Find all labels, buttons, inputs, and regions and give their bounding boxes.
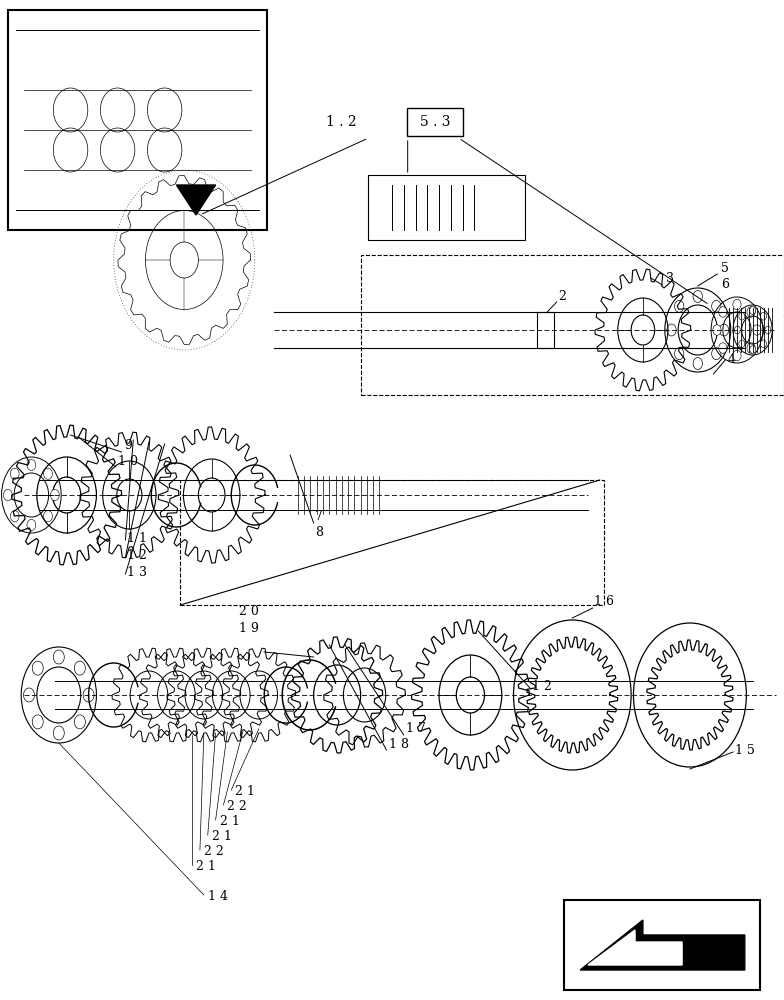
Text: 1 6: 1 6	[594, 595, 615, 608]
Circle shape	[760, 340, 767, 348]
Circle shape	[53, 726, 64, 740]
Circle shape	[747, 343, 755, 353]
Circle shape	[53, 650, 64, 664]
Text: 1 2: 1 2	[127, 549, 147, 562]
Circle shape	[733, 350, 741, 361]
Circle shape	[27, 519, 36, 531]
Circle shape	[712, 348, 721, 360]
Circle shape	[32, 715, 43, 729]
Text: 1 2: 1 2	[532, 680, 551, 693]
Circle shape	[74, 661, 85, 675]
Circle shape	[750, 307, 756, 314]
Text: 5: 5	[721, 262, 729, 275]
Polygon shape	[588, 930, 682, 965]
Circle shape	[719, 307, 727, 317]
Polygon shape	[580, 920, 745, 970]
Text: 2: 2	[558, 290, 566, 303]
Text: 2 1: 2 1	[220, 815, 239, 828]
Circle shape	[24, 688, 34, 702]
Circle shape	[760, 312, 767, 320]
Text: 5 . 3: 5 . 3	[420, 115, 450, 129]
Circle shape	[674, 348, 684, 360]
Text: 3: 3	[666, 272, 674, 285]
Text: 1 9: 1 9	[239, 622, 259, 635]
Circle shape	[74, 715, 85, 729]
Circle shape	[674, 300, 684, 312]
Circle shape	[720, 324, 728, 336]
Text: 6: 6	[721, 278, 729, 291]
Text: 8: 8	[315, 526, 323, 539]
Text: 1 8: 1 8	[389, 738, 409, 751]
Text: 2 1: 2 1	[212, 830, 231, 843]
Text: 7: 7	[315, 510, 323, 523]
Bar	[407, 108, 463, 136]
Circle shape	[3, 489, 13, 501]
Text: 2 2: 2 2	[204, 845, 223, 858]
Circle shape	[739, 312, 745, 320]
Circle shape	[10, 468, 19, 479]
Text: 2 1: 2 1	[196, 860, 216, 873]
Bar	[8, 10, 267, 230]
Text: 1 4: 1 4	[208, 890, 228, 903]
Bar	[368, 175, 525, 240]
Bar	[361, 255, 784, 395]
Circle shape	[693, 291, 702, 302]
Text: 1 5: 1 5	[735, 744, 754, 757]
Circle shape	[713, 325, 721, 335]
Bar	[564, 900, 760, 990]
Circle shape	[32, 661, 43, 675]
Circle shape	[765, 326, 771, 334]
Circle shape	[44, 511, 53, 522]
Circle shape	[667, 324, 676, 336]
Text: 1 0: 1 0	[118, 455, 138, 468]
Text: 4: 4	[728, 353, 735, 366]
Text: 2 2: 2 2	[227, 800, 247, 813]
Circle shape	[733, 299, 741, 310]
Bar	[180, 480, 604, 605]
Circle shape	[44, 468, 53, 479]
Text: 1 7: 1 7	[406, 722, 426, 735]
Circle shape	[50, 489, 60, 501]
Text: 2 0: 2 0	[239, 605, 259, 618]
Circle shape	[693, 358, 702, 369]
Text: 1 . 2: 1 . 2	[325, 115, 357, 129]
Circle shape	[719, 343, 727, 353]
Circle shape	[83, 688, 94, 702]
Circle shape	[27, 459, 36, 471]
Circle shape	[753, 325, 761, 335]
Circle shape	[712, 300, 721, 312]
Text: 9: 9	[124, 439, 132, 452]
Text: 1 3: 1 3	[127, 566, 147, 579]
Circle shape	[747, 307, 755, 317]
Circle shape	[750, 346, 756, 353]
Text: 1 1: 1 1	[127, 532, 147, 545]
Circle shape	[10, 511, 19, 522]
Circle shape	[735, 326, 740, 334]
Bar	[537, 312, 554, 348]
Text: 2 1: 2 1	[235, 785, 255, 798]
Polygon shape	[176, 185, 216, 215]
Circle shape	[739, 340, 745, 348]
